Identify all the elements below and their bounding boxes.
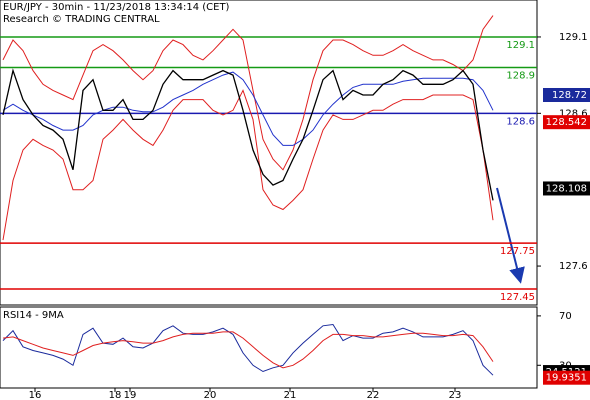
price-tag bbox=[543, 181, 590, 196]
rsi-title: RSI14 - 9MA bbox=[3, 310, 64, 321]
level-label: 129.1 bbox=[506, 40, 535, 51]
chart-title: EUR/JPY - 30min - 11/23/2018 13:34:14 (C… bbox=[3, 2, 230, 13]
y-tick-label: 129.1 bbox=[559, 32, 588, 43]
series-line bbox=[2, 15, 494, 171]
x-tick-label: 21 bbox=[284, 390, 297, 400]
x-tick-label: 19 bbox=[124, 390, 137, 400]
level-label: 127.45 bbox=[500, 292, 535, 303]
x-tick-label: 22 bbox=[367, 390, 380, 400]
rsi-panel bbox=[0, 306, 538, 389]
level-label: 128.9 bbox=[506, 71, 535, 82]
x-tick-label: 20 bbox=[204, 390, 217, 400]
price-tag bbox=[543, 115, 590, 130]
series-line bbox=[2, 71, 494, 146]
x-tick-label: 23 bbox=[449, 390, 462, 400]
series-line bbox=[2, 323, 494, 376]
series-line bbox=[2, 331, 494, 369]
series-line bbox=[2, 89, 494, 241]
price-tag-label: 128.542 bbox=[546, 117, 587, 128]
price-tag bbox=[543, 87, 590, 102]
level-label: 128.6 bbox=[506, 116, 535, 127]
price-tag-label: 128.72 bbox=[552, 90, 587, 101]
level-label: 127.75 bbox=[500, 246, 535, 257]
x-tick-label: 16 bbox=[29, 390, 42, 400]
y-tick-label: 70 bbox=[559, 311, 572, 322]
price-tag-label: 19.9351 bbox=[546, 373, 587, 384]
chart-subtitle: Research © TRADING CENTRAL bbox=[3, 14, 160, 25]
y-tick-label: 128.6 bbox=[559, 108, 588, 119]
price-tag-label: 128.108 bbox=[546, 183, 587, 194]
series-line bbox=[2, 68, 494, 201]
x-tick-label: 18 bbox=[109, 390, 122, 400]
price-panel bbox=[0, 0, 538, 306]
price-tag bbox=[543, 370, 590, 385]
y-tick-label: 127.6 bbox=[559, 261, 588, 272]
forecast-arrow bbox=[496, 187, 525, 284]
